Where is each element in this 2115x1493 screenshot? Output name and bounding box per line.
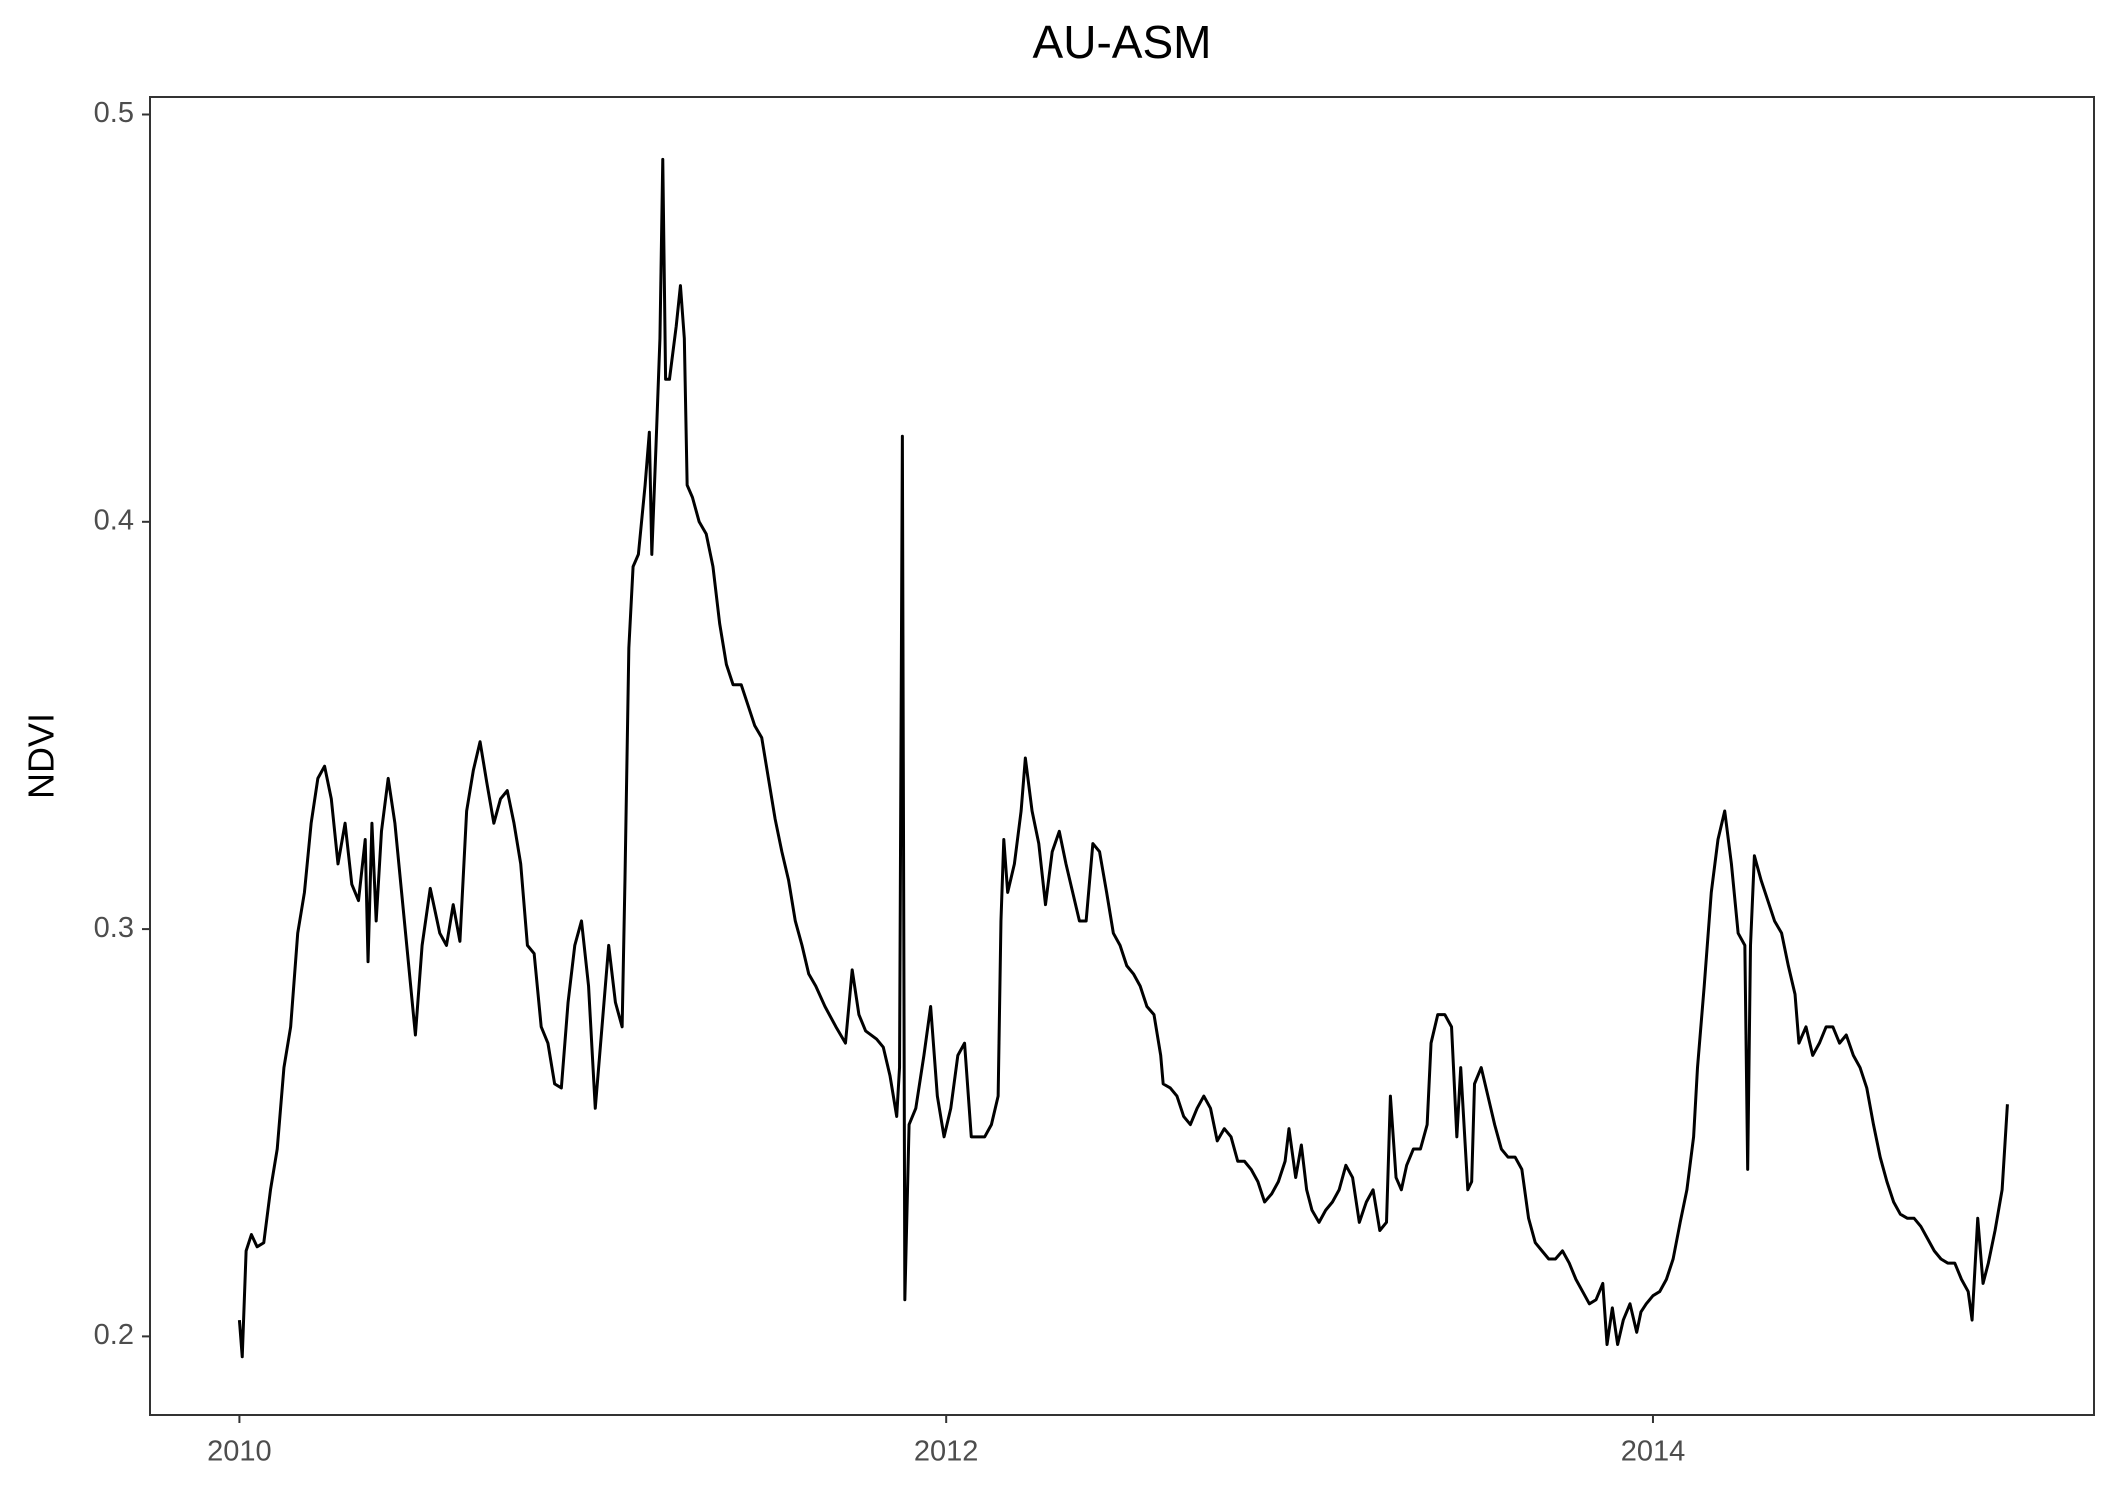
- chart-title: AU-ASM: [1033, 16, 1212, 68]
- x-tick-label: 2014: [1621, 1436, 1686, 1468]
- y-axis-label: NDVI: [21, 713, 62, 799]
- y-tick-label: 0.2: [94, 1319, 134, 1351]
- panel-border: [149, 96, 2095, 1416]
- y-tick-label: 0.4: [94, 504, 134, 536]
- y-tick-label: 0.3: [94, 912, 134, 944]
- x-tick-label: 2012: [914, 1436, 979, 1468]
- data-line: [237, 157, 2009, 1359]
- y-tick-label: 0.5: [94, 97, 134, 129]
- x-tick-label: 2010: [207, 1436, 272, 1468]
